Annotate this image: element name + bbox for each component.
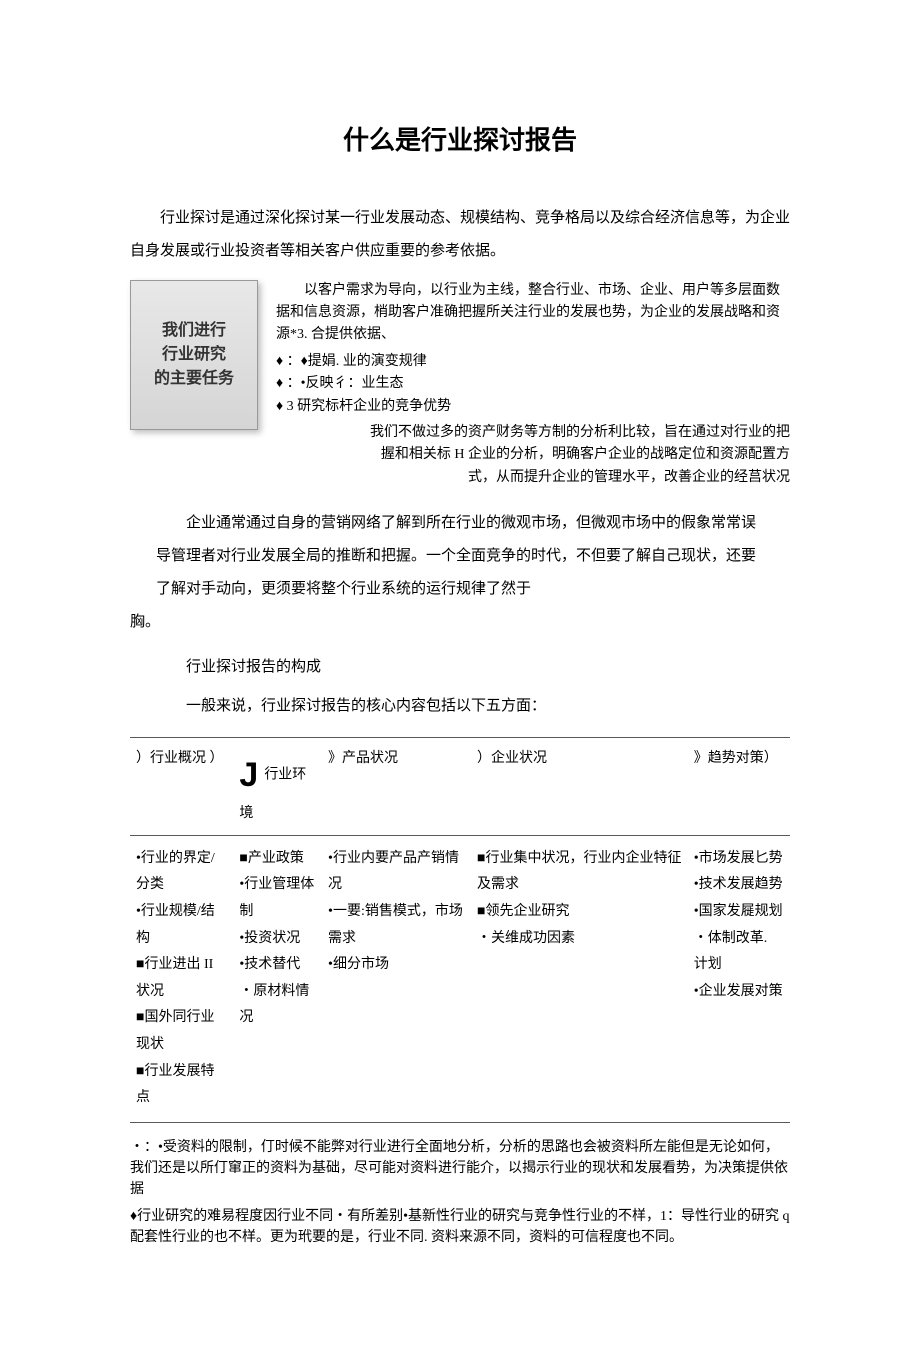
table-header: 》趋势对策） [688, 738, 790, 836]
task-footer: 我们不做过多的资产财务等方制的分析利比较，旨在通过对行业的把 握和相关标 H 企… [276, 422, 790, 489]
footnote: ♦行业研究的难易程度因行业不同・有所差别•基新性行业的研究与竞争性行业的不样，1… [130, 1206, 790, 1248]
sub-heading: 行业探讨报告的构成 [156, 651, 764, 684]
footnote: ・：•受资料的限制，仃时候不能弊对行业进行全面地分析，分析的思路也会被资料所左能… [130, 1137, 790, 1200]
content-table: ）行业概况 ） J行业环境 》产品状况 ）企业状况 》趋势对策） •行业的界定/… [130, 737, 790, 1123]
table-cell: ■行业集中状况，行业内企业特征及需求■领先企业研究・关维成功因素 [471, 835, 688, 1122]
table-cell: •市场发展匕势•技术发展趋势•国家发屣规划・体制改革. 计划•企业发展对策 [688, 835, 790, 1122]
sub-intro: 一般来说，行业探讨报告的核心内容包括以下五方面： [156, 690, 764, 723]
body-paragraph: 企业通常通过自身的营销网络了解到所在行业的微观市场，但微观市场中的假象常常误导管… [156, 507, 764, 606]
footnotes: ・：•受资料的限制，仃时候不能弊对行业进行全面地分析，分析的思路也会被资料所左能… [130, 1137, 790, 1248]
task-foot-line: 式，从而提升企业的管理水平，改善企业的经莒状况 [276, 467, 790, 489]
table-row: •行业的界定/分类•行业规模/结构■行业进出 II 状况■国外同行业现状■行业发… [130, 835, 790, 1122]
glyph-j-icon: J [239, 748, 258, 802]
task-bullet: ♦ ：•反映彳：业生态 [276, 373, 790, 395]
body-paragraph-tail: 胸。 [130, 606, 790, 639]
task-bullet: ♦ ：♦提娟. 业的演变规律 [276, 351, 790, 373]
task-lead: 以客户需求为导向，以行业为主线，整合行业、市场、企业、用户等多层面数据和信息资源… [276, 280, 790, 347]
task-box-label: 我们进行 行业研究 的主要任务 [154, 319, 234, 391]
task-bullet: ♦ 3 研究标杆企业的竞争优势 [276, 396, 790, 418]
intro-paragraph: 行业探讨是通过深化探讨某一行业发展动态、规模结构、竞争格局以及综合经济信息等，为… [130, 202, 790, 268]
task-foot-line: 握和相关标 H 企业的分析，明确客户企业的战略定位和资源配置方 [276, 444, 790, 466]
table-header: J行业环境 [233, 738, 322, 836]
table-header: ）行业概况 ） [130, 738, 233, 836]
table-header: ）企业状况 [471, 738, 688, 836]
page-title: 什么是行业探讨报告 [130, 120, 790, 162]
table-header: 》产品状况 [322, 738, 471, 836]
task-box: 我们进行 行业研究 的主要任务 [130, 280, 258, 430]
table-cell: •行业内要产品产销情况•一要:销售模式，市场需求•细分市场 [322, 835, 471, 1122]
task-section: 我们进行 行业研究 的主要任务 以客户需求为导向，以行业为主线，整合行业、市场、… [130, 280, 790, 490]
table-cell: ■产业政策•行业管理体制•投资状况•技术替代・原材料情况 [233, 835, 322, 1122]
table-cell: •行业的界定/分类•行业规模/结构■行业进出 II 状况■国外同行业现状■行业发… [130, 835, 233, 1122]
table-header-row: ）行业概况 ） J行业环境 》产品状况 ）企业状况 》趋势对策） [130, 738, 790, 836]
task-foot-line: 我们不做过多的资产财务等方制的分析利比较，旨在通过对行业的把 [276, 422, 790, 444]
task-content: 以客户需求为导向，以行业为主线，整合行业、市场、企业、用户等多层面数据和信息资源… [276, 280, 790, 490]
